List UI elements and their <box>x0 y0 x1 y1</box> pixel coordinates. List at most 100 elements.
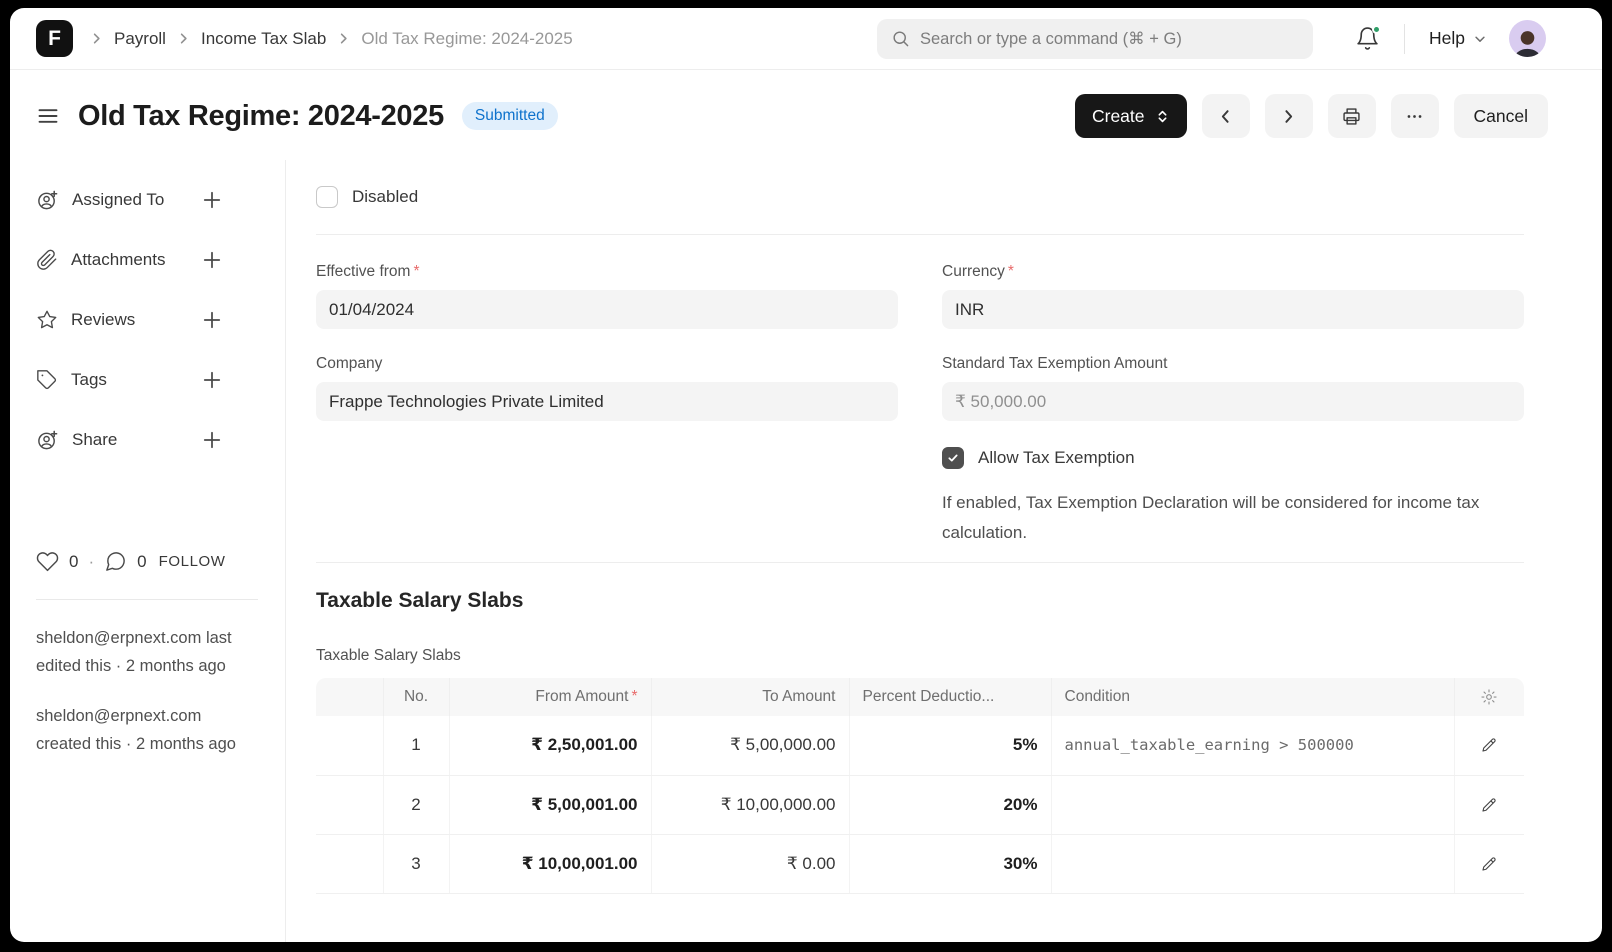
help-label: Help <box>1429 28 1465 48</box>
divider <box>316 562 1524 563</box>
disabled-checkbox[interactable] <box>316 186 338 208</box>
more-options-button[interactable] <box>1390 94 1439 138</box>
cell-percent[interactable]: 5% <box>849 716 1052 776</box>
print-button[interactable] <box>1327 94 1376 138</box>
effective-from-input[interactable]: 01/04/2024 <box>316 290 898 329</box>
cell-percent[interactable]: 20% <box>849 775 1052 835</box>
create-button[interactable]: Create <box>1074 94 1187 138</box>
sidebar-item-share[interactable]: Share <box>36 422 222 458</box>
allow-tax-exemption-description: If enabled, Tax Exemption Declaration wi… <box>942 493 1480 542</box>
breadcrumb-payroll[interactable]: Payroll <box>114 28 166 48</box>
top-navbar: F Payroll Income Tax Slab Old Tax Regime… <box>10 8 1602 70</box>
follow-button[interactable]: FOLLOW <box>158 553 226 570</box>
next-button[interactable] <box>1264 94 1313 138</box>
effective-from-field: Effective from * 01/04/2024 <box>316 263 898 329</box>
history-action: last edited this · 2 months ago <box>36 629 232 675</box>
history-action: created this · 2 months ago <box>36 735 236 753</box>
page-header: Old Tax Regime: 2024-2025 Submitted Crea… <box>10 70 1602 160</box>
cancel-button[interactable]: Cancel <box>1453 94 1548 138</box>
engagement-row: 0 · 0 FOLLOW <box>36 550 261 573</box>
cell-condition[interactable]: annual_taxable_earning > 500000 <box>1051 716 1455 776</box>
sidebar-item-label: Assigned To <box>72 190 165 209</box>
required-marker: * <box>413 263 420 280</box>
column-from-amount: From Amount <box>535 688 629 705</box>
breadcrumb-income-tax-slab[interactable]: Income Tax Slab <box>200 28 327 48</box>
history-user: sheldon@erpnext.com <box>36 707 202 725</box>
table-row: 3 ₹ 10,00,001.00 ₹ 0.00 30% <box>316 834 1524 894</box>
sidebar-item-label: Tags <box>71 370 107 389</box>
chevron-left-icon <box>1221 109 1229 123</box>
cell-from-amount[interactable]: ₹ 10,00,001.00 <box>449 834 652 894</box>
cell-no: 2 <box>383 775 450 835</box>
heart-icon[interactable] <box>36 550 59 573</box>
notifications-button[interactable] <box>1355 25 1381 51</box>
cell-from-amount[interactable]: ₹ 5,00,001.00 <box>449 775 652 835</box>
edit-row-button[interactable] <box>1468 736 1512 754</box>
printer-icon <box>1343 107 1360 125</box>
add-share-icon[interactable] <box>202 430 222 450</box>
chevron-right-icon <box>176 31 191 46</box>
bell-icon <box>1355 26 1380 51</box>
allow-tax-exemption-label: Allow Tax Exemption <box>978 448 1135 467</box>
standard-tax-exemption-field: Standard Tax Exemption Amount ₹ 50,000.0… <box>942 355 1524 421</box>
previous-button[interactable] <box>1201 94 1250 138</box>
standard-tax-exemption-input[interactable]: ₹ 50,000.00 <box>942 382 1524 421</box>
disabled-label: Disabled <box>352 187 419 206</box>
tag-icon <box>36 369 58 391</box>
breadcrumb-current: Old Tax Regime: 2024-2025 <box>361 28 573 48</box>
sidebar-item-assigned-to[interactable]: Assigned To <box>36 182 222 218</box>
allow-tax-exemption-checkbox[interactable] <box>942 447 964 469</box>
add-assigned-to-icon[interactable] <box>202 190 222 210</box>
check-icon <box>948 454 958 462</box>
edit-row-button[interactable] <box>1468 855 1512 873</box>
add-tag-icon[interactable] <box>202 370 222 390</box>
sidebar-item-attachments[interactable]: Attachments <box>36 242 222 278</box>
star-icon <box>36 309 58 331</box>
form-grid: Effective from * 01/04/2024 Company Frapp… <box>316 235 1524 548</box>
add-attachment-icon[interactable] <box>202 250 222 270</box>
cell-to-amount[interactable]: ₹ 10,00,000.00 <box>651 775 850 835</box>
cell-to-amount[interactable]: ₹ 0.00 <box>651 834 850 894</box>
help-button[interactable]: Help <box>1429 28 1487 49</box>
cell-condition[interactable] <box>1051 834 1455 894</box>
table-settings-button[interactable] <box>1468 688 1512 706</box>
breadcrumb: Payroll Income Tax Slab Old Tax Regime: … <box>89 29 573 49</box>
cell-to-amount[interactable]: ₹ 5,00,000.00 <box>651 716 850 776</box>
edit-row-button[interactable] <box>1468 796 1512 814</box>
sidebar-item-tags[interactable]: Tags <box>36 362 222 398</box>
pencil-icon <box>1482 797 1496 812</box>
comment-icon[interactable] <box>104 550 127 573</box>
sidebar-item-reviews[interactable]: Reviews <box>36 302 222 338</box>
menu-button[interactable] <box>36 104 60 128</box>
search-icon <box>891 29 910 48</box>
add-review-icon[interactable] <box>202 310 222 330</box>
chevron-right-icon <box>336 31 351 46</box>
disabled-checkbox-row: Disabled <box>316 160 1524 235</box>
user-plus-icon <box>36 189 59 212</box>
divider <box>36 599 258 600</box>
history-entry: sheldon@erpnext.com created this · 2 mon… <box>36 702 242 758</box>
cell-condition[interactable] <box>1051 775 1455 835</box>
currency-input[interactable]: INR <box>942 290 1524 329</box>
company-field: Company Frappe Technologies Private Limi… <box>316 355 898 421</box>
create-label: Create <box>1091 105 1145 126</box>
table-header-row: No. From Amount * To Amount Percent Deduc… <box>316 678 1524 716</box>
cell-no: 3 <box>383 834 450 894</box>
frappe-logo-icon[interactable]: F <box>36 20 73 57</box>
standard-tax-exemption-label: Standard Tax Exemption Amount <box>942 355 1168 372</box>
user-avatar[interactable] <box>1509 20 1546 57</box>
required-marker: * <box>631 688 638 705</box>
gear-icon <box>1481 689 1497 705</box>
cell-percent[interactable]: 30% <box>849 834 1052 894</box>
history-entry: sheldon@erpnext.com last edited this · 2… <box>36 624 242 680</box>
cell-from-amount[interactable]: ₹ 2,50,001.00 <box>449 716 652 776</box>
chevron-down-icon <box>1473 32 1487 46</box>
likes-count: 0 <box>69 551 79 571</box>
company-input[interactable]: Frappe Technologies Private Limited <box>316 382 898 421</box>
pencil-icon <box>1482 856 1496 871</box>
hamburger-icon <box>38 109 58 123</box>
search-input[interactable]: Search or type a command (⌘ + G) <box>877 18 1313 59</box>
separator-dot: · <box>88 551 95 571</box>
comments-count: 0 <box>137 551 147 571</box>
column-percent-deduction: Percent Deductio... <box>849 678 1052 716</box>
